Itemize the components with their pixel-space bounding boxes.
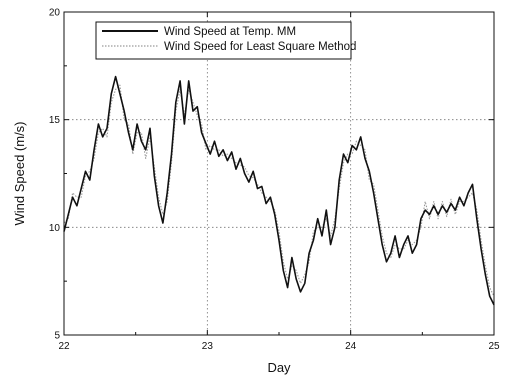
x-tick-label: 23 <box>202 341 214 352</box>
x-tick-label: 22 <box>58 341 70 352</box>
y-tick-label: 10 <box>49 223 61 234</box>
legend-label-temp-mm: Wind Speed at Temp. MM <box>164 26 296 38</box>
series-line-temp-mm <box>63 75 495 306</box>
y-axis-title: Wind Speed (m/s) <box>12 121 27 225</box>
legend: Wind Speed at Temp. MM Wind Speed for Le… <box>95 21 356 60</box>
grid <box>64 12 494 335</box>
axis-ticks: 22 23 24 25 5 10 15 20 <box>49 8 500 353</box>
y-tick-label: 15 <box>49 115 61 126</box>
x-tick-label: 25 <box>488 341 500 352</box>
y-tick-label: 20 <box>49 8 61 19</box>
series-layer <box>63 75 495 306</box>
x-axis-title: Day <box>267 360 291 375</box>
series-line-least-square <box>63 84 495 297</box>
legend-label-least-square: Wind Speed for Least Square Method <box>164 41 356 53</box>
x-tick-label: 24 <box>345 341 357 352</box>
plot-area-frame <box>63 11 495 336</box>
y-tick-label: 5 <box>54 331 60 342</box>
legend-box <box>95 21 352 60</box>
